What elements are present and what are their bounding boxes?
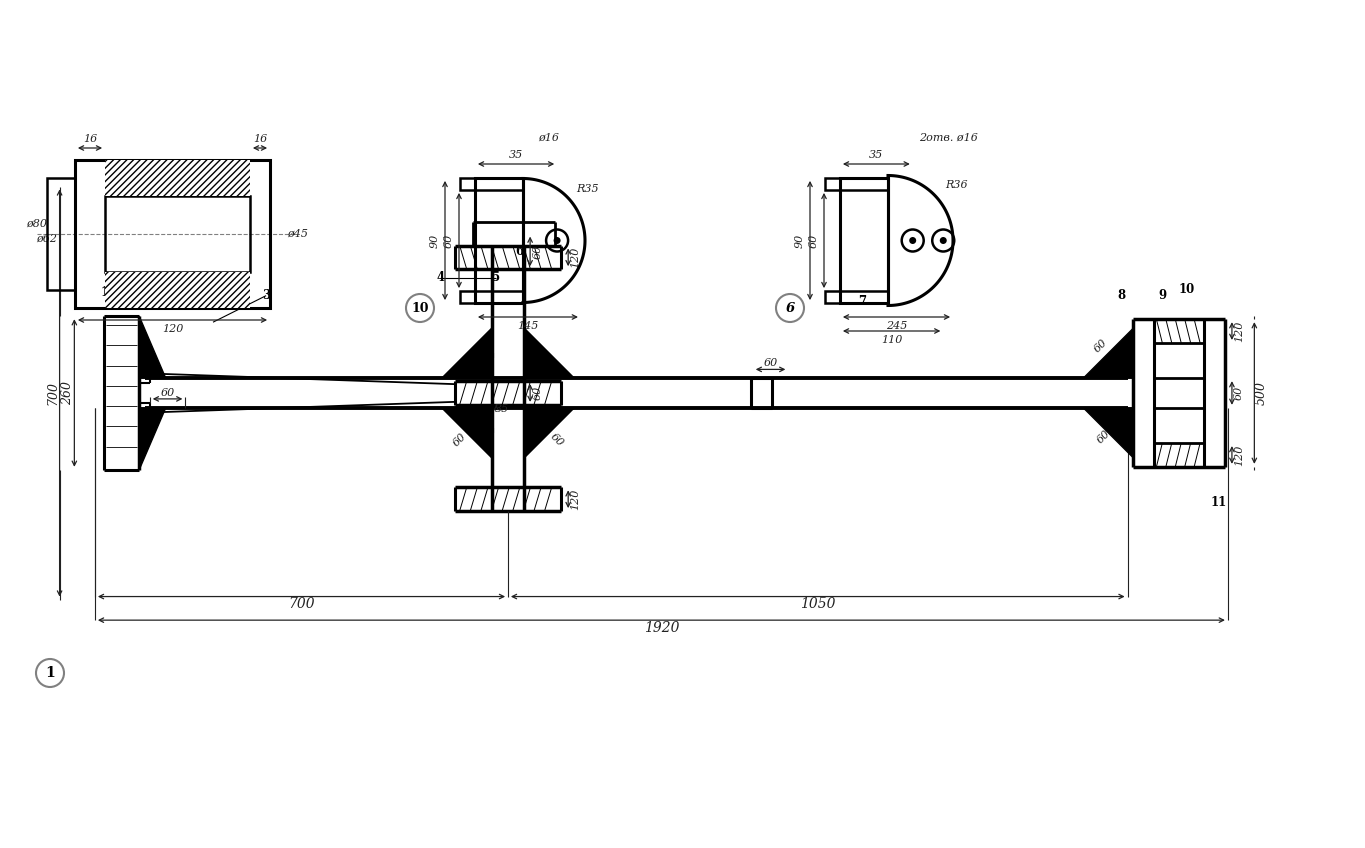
Text: 90: 90 xyxy=(794,233,805,248)
Text: 60: 60 xyxy=(763,358,778,368)
Text: 6: 6 xyxy=(516,245,524,258)
Text: R35: R35 xyxy=(576,183,598,193)
Text: 120: 120 xyxy=(571,488,580,510)
Text: ø45: ø45 xyxy=(288,229,308,239)
Text: 9: 9 xyxy=(1159,289,1167,302)
Text: 6: 6 xyxy=(785,302,794,315)
Text: 5: 5 xyxy=(493,271,500,284)
Polygon shape xyxy=(524,408,575,458)
Bar xyxy=(460,291,523,303)
Bar xyxy=(105,196,250,272)
Text: 8: 8 xyxy=(1118,289,1126,302)
Text: 1920: 1920 xyxy=(644,621,680,635)
Text: 1050: 1050 xyxy=(800,597,835,611)
Text: 245: 245 xyxy=(886,321,908,331)
Text: 110: 110 xyxy=(880,335,902,345)
Circle shape xyxy=(554,237,561,244)
Text: 1: 1 xyxy=(45,666,55,680)
Text: R36: R36 xyxy=(945,181,968,191)
Text: 700: 700 xyxy=(288,597,315,611)
Text: ø80: ø80 xyxy=(26,219,48,229)
Bar xyxy=(839,178,889,303)
Text: 60: 60 xyxy=(161,388,175,398)
Bar xyxy=(460,178,523,190)
Text: 60: 60 xyxy=(532,244,542,259)
Text: 3: 3 xyxy=(262,289,270,302)
Text: ø62: ø62 xyxy=(37,234,57,244)
Text: 60: 60 xyxy=(1095,429,1112,446)
Text: ø16: ø16 xyxy=(539,133,560,143)
Bar xyxy=(824,178,889,190)
Text: 16: 16 xyxy=(253,134,268,144)
Text: 145: 145 xyxy=(517,321,539,331)
Text: 2отв. ø16: 2отв. ø16 xyxy=(919,133,977,143)
Text: 16: 16 xyxy=(83,134,97,144)
Text: 700: 700 xyxy=(46,381,59,405)
Text: 260: 260 xyxy=(61,381,74,405)
Bar xyxy=(75,160,270,308)
Text: 60: 60 xyxy=(1234,386,1244,400)
Bar xyxy=(824,291,889,303)
Polygon shape xyxy=(524,328,575,378)
Polygon shape xyxy=(139,408,165,470)
Text: 7: 7 xyxy=(859,295,865,308)
Text: 2: 2 xyxy=(136,287,145,299)
Bar xyxy=(475,178,523,303)
Bar xyxy=(46,178,75,290)
Text: 90: 90 xyxy=(430,233,440,248)
Text: 60: 60 xyxy=(532,386,542,400)
Polygon shape xyxy=(139,316,165,378)
Text: 60: 60 xyxy=(1092,338,1110,354)
Text: 35: 35 xyxy=(495,404,509,414)
Polygon shape xyxy=(442,408,491,458)
Text: 60: 60 xyxy=(450,432,468,449)
Text: 120: 120 xyxy=(1234,444,1244,466)
Text: 60: 60 xyxy=(549,432,565,449)
Circle shape xyxy=(909,237,916,244)
Bar xyxy=(105,272,250,308)
Polygon shape xyxy=(1084,408,1133,458)
Text: 10: 10 xyxy=(411,302,429,315)
Text: 1: 1 xyxy=(101,287,109,299)
Polygon shape xyxy=(442,328,491,378)
Text: 11: 11 xyxy=(1211,495,1227,509)
Text: 120: 120 xyxy=(1234,321,1244,342)
Polygon shape xyxy=(1084,328,1133,378)
Text: 35: 35 xyxy=(870,150,883,160)
Bar xyxy=(105,160,250,196)
Text: 500: 500 xyxy=(1254,381,1268,405)
Text: 120: 120 xyxy=(162,324,183,334)
Text: 120: 120 xyxy=(571,247,580,268)
Text: 35: 35 xyxy=(509,150,523,160)
Circle shape xyxy=(939,237,947,244)
Text: 10: 10 xyxy=(1178,283,1194,296)
Text: 4: 4 xyxy=(435,271,444,284)
Text: 60: 60 xyxy=(444,233,455,248)
Text: 60: 60 xyxy=(809,233,819,248)
